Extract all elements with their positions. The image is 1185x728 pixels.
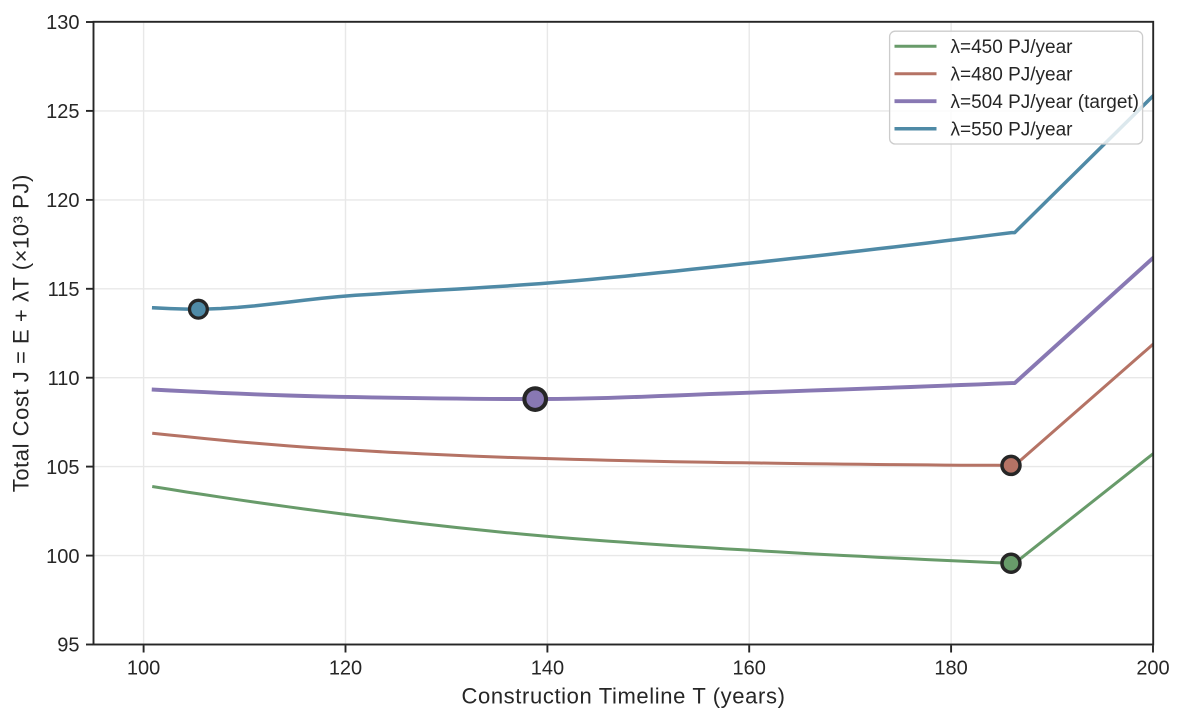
svg-text:100: 100 — [127, 658, 160, 680]
svg-text:λ=504 PJ/year (target): λ=504 PJ/year (target) — [951, 92, 1140, 113]
svg-text:125: 125 — [46, 101, 79, 123]
svg-text:130: 130 — [46, 12, 79, 34]
svg-text:110: 110 — [48, 368, 80, 390]
svg-text:120: 120 — [46, 190, 79, 212]
svg-text:140: 140 — [531, 658, 564, 680]
svg-text:160: 160 — [733, 658, 766, 680]
svg-text:λ=450 PJ/year: λ=450 PJ/year — [951, 37, 1074, 58]
svg-text:115: 115 — [48, 279, 80, 301]
svg-text:120: 120 — [329, 658, 362, 680]
svg-text:95: 95 — [57, 635, 79, 657]
svg-text:100: 100 — [46, 546, 79, 568]
svg-text:λ=550 PJ/year: λ=550 PJ/year — [951, 120, 1074, 141]
svg-text:λ=480 PJ/year: λ=480 PJ/year — [951, 65, 1074, 86]
svg-text:Total Cost J = E + λT (×10³ PJ: Total Cost J = E + λT (×10³ PJ) — [9, 174, 34, 492]
svg-text:180: 180 — [934, 658, 967, 680]
svg-text:105: 105 — [46, 457, 79, 479]
svg-text:200: 200 — [1136, 658, 1169, 680]
svg-text:Construction Timeline T (years: Construction Timeline T (years) — [461, 684, 785, 709]
